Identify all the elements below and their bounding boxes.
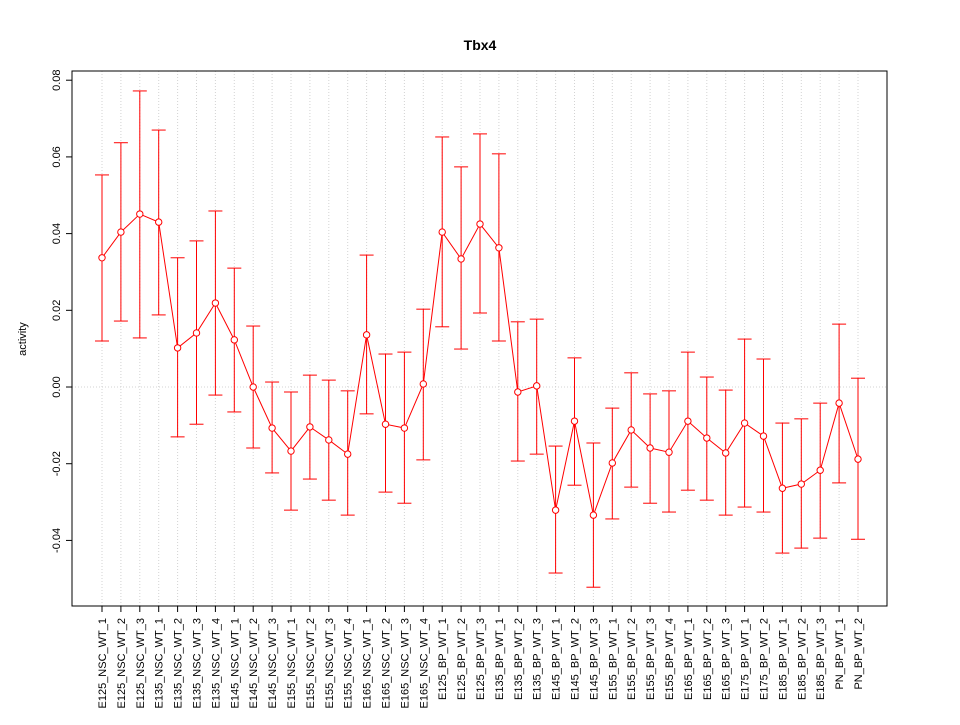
data-point	[268, 424, 276, 432]
x-tick-label: E135_NSC_WT_4	[210, 618, 222, 709]
y-tick-label: 0.00	[51, 376, 63, 397]
x-tick-label: E175_BP_WT_2	[759, 618, 771, 700]
x-tick-label: E145_NSC_WT_3	[267, 618, 279, 709]
data-point	[797, 480, 805, 488]
x-tick-label: E165_NSC_WT_1	[362, 618, 374, 709]
data-point	[722, 449, 730, 457]
data-point	[287, 447, 295, 455]
y-axis: -0.04 -0.02 0.00 0.02 0.04 0.06 0.08	[51, 69, 73, 553]
data-point	[249, 383, 257, 391]
plot-frame	[71, 70, 888, 607]
x-tick-label: E135_NSC_WT_3	[192, 618, 204, 709]
x-tick-label: E135_BP_WT_1	[494, 618, 506, 700]
data-point	[514, 388, 522, 396]
x-tick-label: E165_NSC_WT_2	[381, 618, 393, 709]
data-point	[457, 255, 465, 263]
x-tick-label: E125_NSC_WT_2	[116, 618, 128, 709]
x-tick-label: E165_BP_WT_2	[702, 618, 714, 700]
data-point	[835, 399, 843, 407]
data-point	[98, 254, 106, 262]
x-tick-label: E185_BP_WT_3	[815, 618, 827, 700]
data-point	[117, 228, 125, 236]
data-point	[476, 220, 484, 228]
x-tick-label: E145_BP_WT_1	[551, 618, 563, 700]
x-tick-label: E135_BP_WT_2	[513, 618, 525, 700]
y-tick-label: 0.04	[51, 223, 63, 244]
y-tick-label: 0.02	[51, 300, 63, 321]
data-point	[665, 448, 673, 456]
data-point	[325, 436, 333, 444]
x-tick-label: E145_BP_WT_3	[588, 618, 600, 700]
y-tick-label: -0.02	[51, 451, 63, 476]
grid	[72, 71, 887, 606]
data-point	[400, 424, 409, 432]
x-tick-label: E165_NSC_WT_3	[399, 618, 411, 709]
x-tick-label: E185_BP_WT_2	[796, 618, 808, 700]
x-axis: E125_NSC_WT_1 E125_NSC_WT_2 E125_NSC_WT_3 E…	[97, 605, 865, 709]
x-tick-label: E125_BP_WT_2	[456, 618, 468, 700]
y-axis-label: activity	[17, 322, 29, 356]
x-tick-label: E165_NSC_WT_4	[418, 618, 430, 709]
data-point	[759, 432, 768, 440]
data-point	[362, 331, 371, 339]
data-point	[570, 417, 579, 425]
x-tick-label: E145_BP_WT_2	[570, 618, 582, 700]
x-tick-label: PN_BP_WT_1	[834, 618, 846, 690]
data-point	[646, 444, 654, 452]
x-tick-label: E135_BP_WT_3	[532, 618, 544, 700]
x-tick-label: E125_NSC_WT_1	[97, 618, 109, 709]
x-tick-label: E145_NSC_WT_1	[229, 618, 241, 709]
x-tick-label: E175_BP_WT_1	[740, 618, 752, 700]
data-point	[230, 336, 239, 344]
data-point	[854, 455, 862, 463]
x-tick-label: E155_NSC_WT_2	[305, 618, 317, 709]
x-tick-label: E185_BP_WT_1	[777, 618, 789, 700]
x-tick-label: E155_NSC_WT_4	[343, 618, 355, 709]
data-point	[627, 426, 635, 434]
data-point	[703, 434, 711, 442]
data-point	[438, 228, 446, 236]
x-tick-label: E165_BP_WT_1	[683, 618, 695, 700]
data-point	[419, 380, 427, 388]
data-point	[740, 419, 749, 427]
x-tick-label: E135_NSC_WT_1	[154, 618, 166, 709]
x-tick-label: E145_NSC_WT_2	[248, 618, 260, 709]
data-point	[495, 244, 503, 252]
data-point	[533, 382, 541, 390]
data-point	[381, 420, 390, 428]
x-tick-label: E155_BP_WT_4	[664, 618, 676, 700]
x-tick-label: E125_BP_WT_3	[475, 618, 487, 700]
x-tick-label: E135_NSC_WT_2	[173, 618, 185, 709]
x-tick-label: E155_BP_WT_1	[607, 618, 619, 700]
y-tick-label: 0.08	[51, 69, 63, 90]
data-point	[816, 466, 824, 474]
x-tick-label: E155_NSC_WT_1	[286, 618, 298, 709]
data-point	[551, 506, 560, 514]
data-point	[306, 423, 314, 431]
x-tick-label: E125_NSC_WT_3	[135, 618, 147, 709]
x-tick-label: E165_BP_WT_3	[721, 618, 733, 700]
series	[95, 90, 865, 588]
chart-title: Tbx4	[464, 37, 497, 53]
data-point	[192, 329, 201, 337]
data-point	[173, 344, 182, 352]
data-point	[684, 417, 692, 425]
x-tick-label: E125_BP_WT_1	[437, 618, 449, 700]
data-point	[778, 484, 787, 492]
data-point	[589, 511, 598, 519]
x-tick-label: PN_BP_WT_2	[853, 618, 865, 690]
data-point	[344, 450, 352, 458]
y-tick-label: -0.04	[51, 528, 63, 553]
x-tick-label: E155_NSC_WT_3	[324, 618, 336, 709]
x-tick-label: E155_BP_WT_3	[645, 618, 657, 700]
x-tick-label: E155_BP_WT_2	[626, 618, 638, 700]
y-tick-label: 0.06	[51, 146, 63, 167]
data-point	[211, 299, 220, 307]
data-point	[155, 218, 163, 226]
data-point	[608, 459, 616, 467]
data-point	[136, 210, 144, 218]
